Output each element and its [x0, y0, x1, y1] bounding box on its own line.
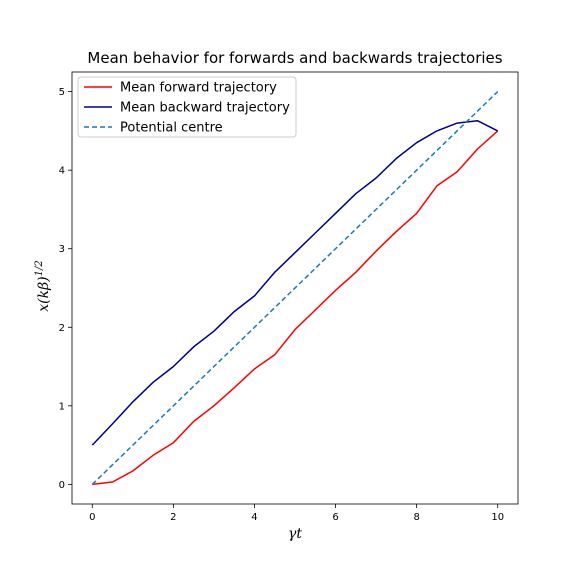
series-line-potential-centre: [91, 91, 499, 485]
y-tick-label: 0: [59, 480, 65, 491]
y-axis-label: x(kβ)1/2: [34, 260, 52, 312]
legend-box: [77, 76, 297, 138]
y-tick-label: 5: [59, 87, 65, 98]
x-tick-label: 10: [491, 512, 504, 523]
y-tick-label: 3: [59, 244, 65, 255]
plot-frame: [71, 71, 519, 505]
legend-label: Mean backward trajectory: [120, 101, 290, 116]
y-tick-label: 1: [59, 401, 65, 412]
x-tick-label: 6: [332, 512, 338, 523]
series-line-mean-backward-trajectory: [91, 119, 499, 446]
legend-label: Mean forward trajectory: [120, 81, 277, 96]
y-tick-label: 4: [59, 166, 65, 177]
legend-label: Potential centre: [120, 121, 223, 136]
x-tick-label: 8: [413, 512, 419, 523]
y-tick-label: 2: [59, 323, 65, 334]
legend: Mean forward trajectory Mean backward tra…: [77, 76, 297, 138]
series-line-mean-forward-trajectory: [92, 130, 499, 486]
x-tick-label: 0: [89, 512, 95, 523]
x-axis-label: γt: [288, 526, 302, 542]
x-tick-label: 4: [251, 512, 257, 523]
chart-title: Mean behavior for forwards and backwards…: [87, 49, 502, 67]
x-tick-label: 2: [170, 512, 176, 523]
